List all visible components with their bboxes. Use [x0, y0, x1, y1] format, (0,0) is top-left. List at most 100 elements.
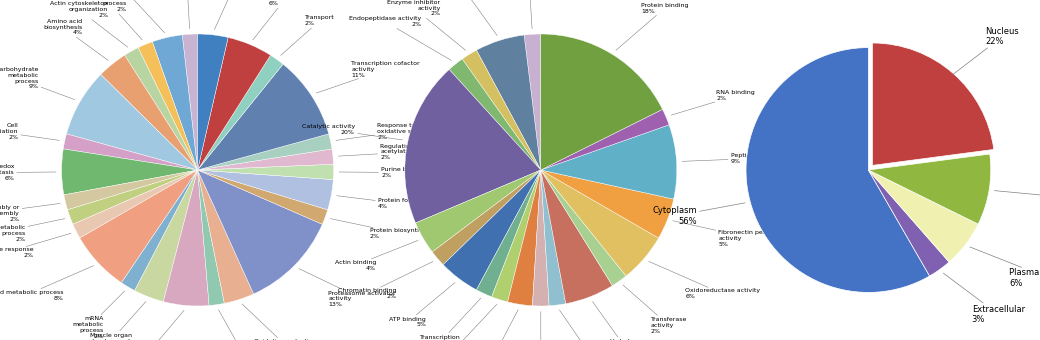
Text: Plasma membrane
6%: Plasma membrane 6% [970, 247, 1040, 288]
Text: Unfolded protein
binding
2%: Unfolded protein binding 2% [515, 311, 567, 340]
Wedge shape [449, 59, 541, 170]
Text: Ras protein signal
transduction
2%: Ras protein signal transduction 2% [159, 0, 215, 29]
Wedge shape [198, 134, 332, 170]
Wedge shape [182, 34, 198, 170]
Wedge shape [198, 64, 329, 170]
Wedge shape [873, 43, 994, 165]
Wedge shape [198, 34, 228, 170]
Text: Enzyme inhibitor
activity
2%: Enzyme inhibitor activity 2% [388, 0, 466, 50]
Text: Lipid metabolic process
8%: Lipid metabolic process 8% [0, 266, 94, 301]
Wedge shape [198, 149, 334, 170]
Wedge shape [508, 170, 541, 306]
Text: Signal transduction
4%: Signal transduction 4% [96, 0, 164, 33]
Text: Actin binding
4%: Actin binding 4% [335, 240, 418, 271]
Text: Nucleoside metabolic
process
6%: Nucleoside metabolic process 6% [114, 310, 184, 340]
Text: Extracellular
3%: Extracellular 3% [943, 273, 1024, 324]
Text: Transferase
activity
2%: Transferase activity 2% [623, 285, 687, 334]
Text: Chromatin binding
2%: Chromatin binding 2% [338, 261, 433, 299]
Text: GTP binding
3%: GTP binding 3% [474, 309, 518, 340]
Wedge shape [63, 170, 198, 210]
Wedge shape [433, 170, 541, 265]
Wedge shape [198, 170, 254, 303]
Text: Cell redox
homeostasis
6%: Cell redox homeostasis 6% [0, 164, 56, 181]
Wedge shape [524, 34, 541, 170]
Wedge shape [746, 48, 930, 292]
Wedge shape [68, 170, 198, 224]
Wedge shape [541, 109, 669, 170]
Text: Response to
oxidative stress
2%: Response to oxidative stress 2% [336, 123, 426, 140]
Text: Muscle organ
development
4%: Muscle organ development 4% [89, 302, 146, 340]
Wedge shape [492, 170, 541, 302]
Wedge shape [541, 125, 677, 199]
Wedge shape [868, 170, 950, 276]
Wedge shape [122, 170, 198, 291]
Wedge shape [476, 170, 541, 297]
Text: RNA binding
2%: RNA binding 2% [671, 90, 755, 115]
Wedge shape [198, 170, 225, 306]
Text: Actin cytoskeleton
organization
2%: Actin cytoskeleton organization 2% [50, 1, 128, 47]
Wedge shape [80, 170, 198, 283]
Text: Isomerase activity
2%: Isomerase activity 2% [560, 310, 622, 340]
Text: Proteasome activator
activity
13%: Proteasome activator activity 13% [298, 269, 396, 307]
Wedge shape [198, 37, 270, 170]
Text: Cell
differentiation
2%: Cell differentiation 2% [0, 123, 59, 140]
Wedge shape [67, 74, 198, 170]
Wedge shape [541, 170, 674, 238]
Wedge shape [101, 55, 198, 170]
Wedge shape [163, 170, 209, 306]
Wedge shape [541, 170, 626, 286]
Text: Signal transduction
activity
2%: Signal transduction activity 2% [422, 304, 497, 340]
Text: Transcription cofactor
activity
11%: Transcription cofactor activity 11% [316, 61, 420, 93]
Text: Transport
2%: Transport 2% [281, 15, 335, 55]
Wedge shape [152, 35, 198, 170]
Wedge shape [198, 164, 334, 180]
Text: Oxidoreductase activity
6%: Oxidoreductase activity 6% [649, 261, 760, 299]
Wedge shape [125, 48, 198, 170]
Wedge shape [73, 170, 198, 238]
Text: Cytoplasm
56%: Cytoplasm 56% [652, 203, 745, 226]
Wedge shape [476, 35, 541, 170]
Text: Peptidase activity
9%: Peptidase activity 9% [682, 153, 786, 164]
Text: Regulation of histone
acetylation
2%: Regulation of histone acetylation 2% [338, 143, 447, 160]
Text: One-carbon
metabolism
2%: One-carbon metabolism 2% [218, 310, 261, 340]
Text: UMP
biosynthesis
process
2%: UMP biosynthesis process 2% [87, 0, 142, 40]
Wedge shape [416, 170, 541, 252]
Text: mRNA
metabolic
process
2%: mRNA metabolic process 2% [73, 291, 125, 339]
Text: ATP binding
5%: ATP binding 5% [389, 283, 456, 327]
Text: DNA binding
6%: DNA binding 6% [444, 0, 497, 36]
Text: Cell cycle
4%: Cell cycle 4% [214, 0, 249, 30]
Text: Oxidation reduction
4%: Oxidation reduction 4% [242, 304, 316, 340]
Text: Histone binding
2%: Histone binding 2% [504, 0, 554, 29]
Text: Catalytic activity
20%: Catalytic activity 20% [302, 124, 402, 140]
Text: Protein binding
18%: Protein binding 18% [616, 3, 688, 50]
Text: Chromatin assembly or
disassembly
2%: Chromatin assembly or disassembly 2% [0, 203, 60, 222]
Wedge shape [541, 34, 662, 170]
Wedge shape [868, 170, 979, 262]
Text: Fumarate metabolic
process
2%: Fumarate metabolic process 2% [0, 219, 64, 242]
Wedge shape [198, 170, 333, 210]
Wedge shape [532, 170, 549, 306]
Wedge shape [541, 170, 658, 276]
Wedge shape [138, 42, 198, 170]
Text: Nucleus
22%: Nucleus 22% [953, 27, 1019, 74]
Text: Apoptosis
6%: Apoptosis 6% [253, 0, 300, 40]
Text: Endopeptidase activity
2%: Endopeptidase activity 2% [349, 16, 451, 61]
Wedge shape [134, 170, 198, 302]
Text: Transcription
factor binding
2%: Transcription factor binding 2% [417, 298, 480, 340]
Text: Hydrolase
activity
6%: Hydrolase activity 6% [593, 302, 642, 340]
Wedge shape [405, 69, 541, 223]
Wedge shape [868, 154, 991, 224]
Text: Protein biosynthesis
2%: Protein biosynthesis 2% [331, 219, 433, 239]
Wedge shape [198, 170, 328, 224]
Text: Carbohydrate
metabolic
process
9%: Carbohydrate metabolic process 9% [0, 67, 75, 100]
Wedge shape [541, 170, 613, 304]
Wedge shape [541, 170, 566, 306]
Text: Other intracellular
organelles
9%: Other intracellular organelles 9% [994, 184, 1040, 214]
Text: Purine biosynthesis
2%: Purine biosynthesis 2% [339, 167, 442, 178]
Wedge shape [198, 170, 322, 294]
Wedge shape [443, 170, 541, 290]
Wedge shape [462, 50, 541, 170]
Wedge shape [61, 149, 198, 195]
Wedge shape [63, 134, 198, 170]
Text: Immune response
2%: Immune response 2% [0, 233, 71, 258]
